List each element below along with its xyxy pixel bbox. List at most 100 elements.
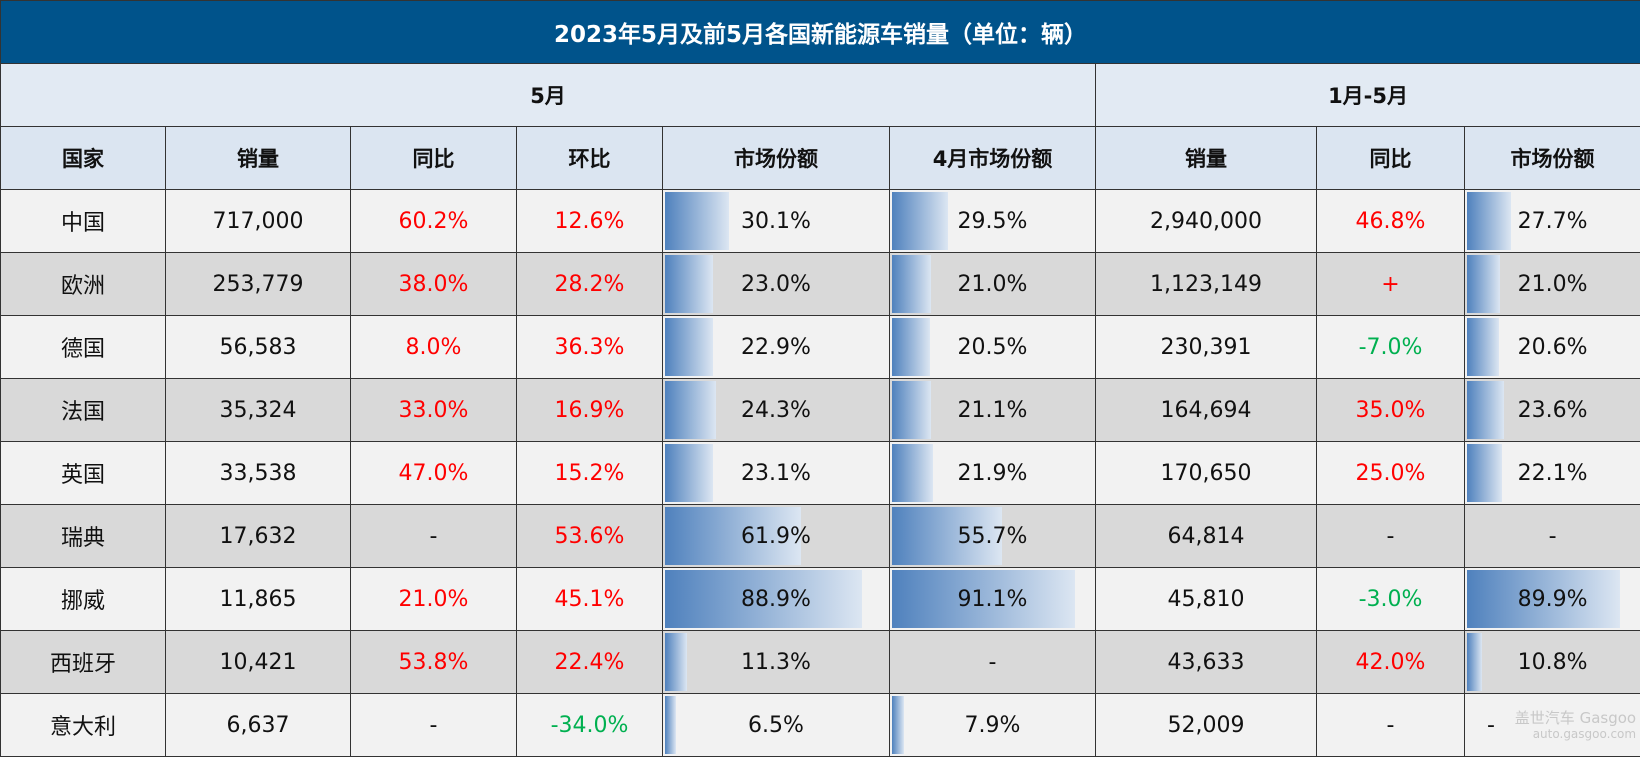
cell-value: 45.1% bbox=[555, 587, 625, 612]
cell-share: 61.9% bbox=[663, 505, 890, 568]
cell-value: 47.0% bbox=[399, 461, 469, 486]
cell-value: 164,694 bbox=[1161, 398, 1252, 423]
cell-ytd-sales: 230,391 bbox=[1096, 316, 1317, 379]
cell-ytd-sales: 52,009 bbox=[1096, 694, 1317, 757]
cell-value: 22.1% bbox=[1518, 461, 1588, 486]
cell-yoy: - bbox=[351, 505, 517, 568]
cell-ytd-sales: 43,633 bbox=[1096, 631, 1317, 694]
cell-mom: 28.2% bbox=[517, 253, 663, 316]
cell-mom: 22.4% bbox=[517, 631, 663, 694]
cell-country: 意大利 bbox=[1, 694, 166, 757]
cell-value: 10,421 bbox=[220, 650, 297, 675]
cell-value: 17,632 bbox=[220, 524, 297, 549]
cell-sales: 6,637 bbox=[166, 694, 351, 757]
cell-ytd-share: 89.9% bbox=[1465, 568, 1640, 631]
cell-ytd-yoy: 42.0% bbox=[1317, 631, 1465, 694]
cell-yoy: 38.0% bbox=[351, 253, 517, 316]
cell-value: - bbox=[989, 650, 997, 675]
cell-value: 52,009 bbox=[1168, 713, 1245, 738]
share-data-bar bbox=[1467, 192, 1511, 250]
cell-ytd-yoy: - bbox=[1317, 505, 1465, 568]
cell-country: 瑞典 bbox=[1, 505, 166, 568]
cell-value: 11.3% bbox=[741, 650, 811, 675]
share-data-bar bbox=[892, 696, 904, 754]
cell-value: 230,391 bbox=[1161, 335, 1252, 360]
cell-value: 25.0% bbox=[1356, 461, 1426, 486]
cell-value: 30.1% bbox=[741, 209, 811, 234]
cell-country: 挪威 bbox=[1, 568, 166, 631]
cell-sales: 717,000 bbox=[166, 190, 351, 253]
cell-yoy: 33.0% bbox=[351, 379, 517, 442]
cell-value: 1,123,149 bbox=[1150, 272, 1262, 297]
col-share-header: 市场份额 bbox=[663, 127, 890, 190]
cell-share: 22.9% bbox=[663, 316, 890, 379]
cell-yoy: 60.2% bbox=[351, 190, 517, 253]
cell-mom: -34.0% bbox=[517, 694, 663, 757]
share-data-bar bbox=[665, 633, 687, 691]
cell-value: 88.9% bbox=[741, 587, 811, 612]
cell-value: 35,324 bbox=[220, 398, 297, 423]
cell-value: -34.0% bbox=[551, 713, 629, 738]
share-data-bar bbox=[1467, 633, 1482, 691]
cell-sales: 11,865 bbox=[166, 568, 351, 631]
cell-value: 11,865 bbox=[220, 587, 297, 612]
cell-value: 10.8% bbox=[1518, 650, 1588, 675]
cell-apr-share: - bbox=[890, 631, 1096, 694]
cell-value: 45,810 bbox=[1168, 587, 1245, 612]
share-data-bar bbox=[665, 444, 713, 502]
cell-ytd-sales: 170,650 bbox=[1096, 442, 1317, 505]
cell-ytd-share: 21.0% bbox=[1465, 253, 1640, 316]
col-country-header: 国家 bbox=[1, 127, 166, 190]
cell-apr-share: 21.1% bbox=[890, 379, 1096, 442]
share-data-bar bbox=[892, 381, 931, 439]
cell-value: 42.0% bbox=[1356, 650, 1426, 675]
cell-value: 61.9% bbox=[741, 524, 811, 549]
share-data-bar bbox=[665, 255, 713, 313]
cell-value: - bbox=[1387, 524, 1395, 549]
cell-value: 英国 bbox=[61, 463, 105, 488]
cell-value: -7.0% bbox=[1359, 335, 1423, 360]
cell-value: 170,650 bbox=[1161, 461, 1252, 486]
cell-value: 中国 bbox=[61, 211, 105, 236]
cell-value: 21.9% bbox=[958, 461, 1028, 486]
cell-mom: 36.3% bbox=[517, 316, 663, 379]
cell-mom: 15.2% bbox=[517, 442, 663, 505]
share-data-bar bbox=[1467, 381, 1504, 439]
cell-apr-share: 21.0% bbox=[890, 253, 1096, 316]
cell-value: - bbox=[430, 524, 438, 549]
cell-apr-share: 29.5% bbox=[890, 190, 1096, 253]
cell-value: 36.3% bbox=[555, 335, 625, 360]
cell-value: 46.8% bbox=[1356, 209, 1426, 234]
cell-value: 38.0% bbox=[399, 272, 469, 297]
cell-ytd-sales: 1,123,149 bbox=[1096, 253, 1317, 316]
cell-value: - bbox=[1487, 713, 1495, 738]
cell-value: 15.2% bbox=[555, 461, 625, 486]
cell-ytd-yoy: -7.0% bbox=[1317, 316, 1465, 379]
cell-value: 23.1% bbox=[741, 461, 811, 486]
cell-value: 56,583 bbox=[220, 335, 297, 360]
cell-value: 91.1% bbox=[958, 587, 1028, 612]
cell-share: 88.9% bbox=[663, 568, 890, 631]
cell-yoy: 53.8% bbox=[351, 631, 517, 694]
cell-share: 23.0% bbox=[663, 253, 890, 316]
cell-value: 2,940,000 bbox=[1150, 209, 1262, 234]
cell-value: 瑞典 bbox=[61, 526, 105, 551]
cell-value: 24.3% bbox=[741, 398, 811, 423]
share-data-bar bbox=[665, 318, 713, 376]
cell-value: 21.0% bbox=[958, 272, 1028, 297]
watermark-url: auto.gasgoo.com bbox=[1533, 727, 1636, 741]
cell-value: 717,000 bbox=[213, 209, 304, 234]
cell-value: 53.6% bbox=[555, 524, 625, 549]
cell-value: 60.2% bbox=[399, 209, 469, 234]
cell-mom: 53.6% bbox=[517, 505, 663, 568]
cell-value: 意大利 bbox=[50, 715, 116, 740]
share-data-bar bbox=[1467, 444, 1502, 502]
cell-sales: 253,779 bbox=[166, 253, 351, 316]
cell-value: 法国 bbox=[61, 400, 105, 425]
